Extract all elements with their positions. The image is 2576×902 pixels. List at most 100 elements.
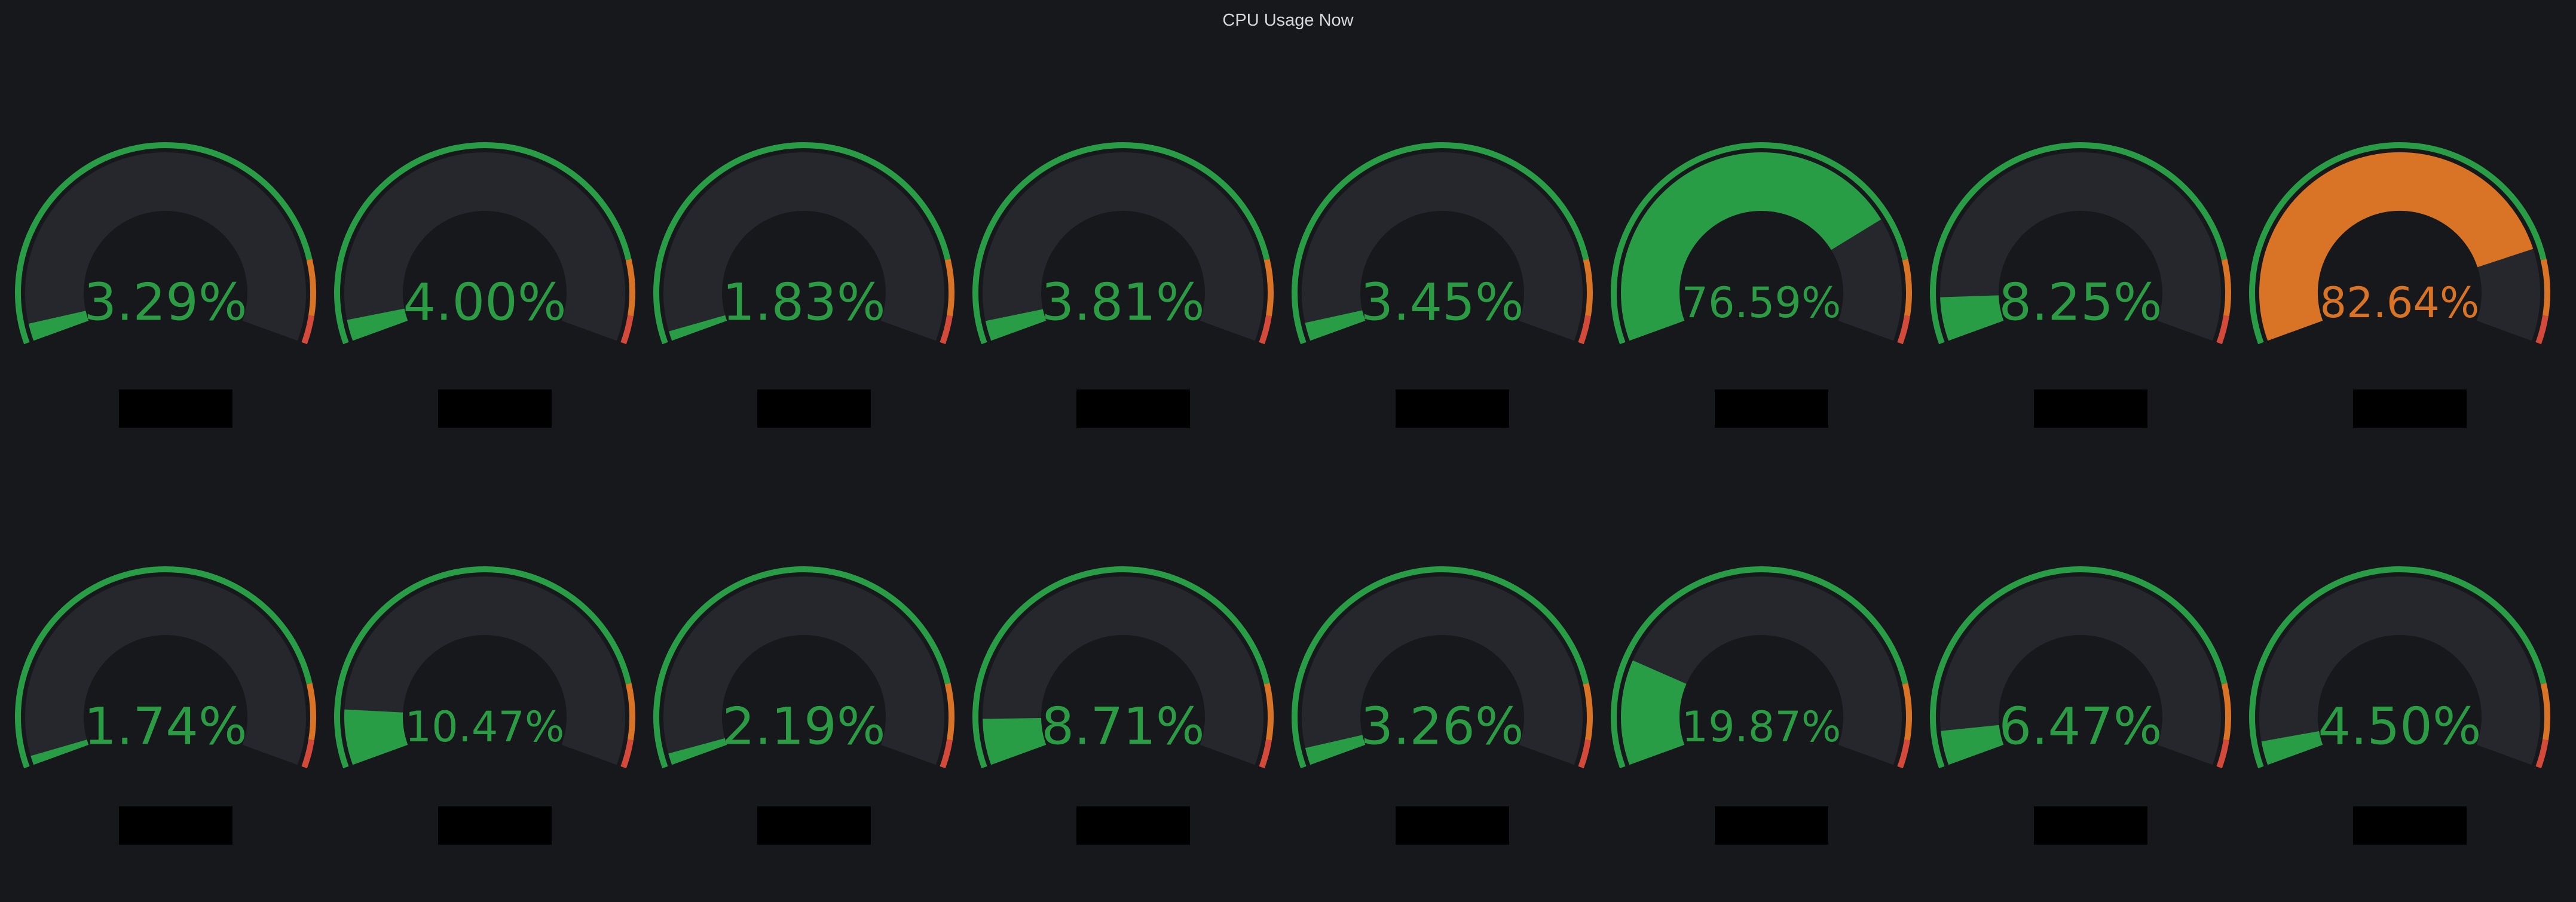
threshold-warn-arc — [1263, 259, 1274, 317]
gauge-value-text: 76.59% — [1682, 278, 1841, 327]
gauge-track — [25, 152, 306, 341]
threshold-ok-arc — [653, 566, 951, 769]
redacted-host-label — [1076, 389, 1190, 428]
threshold-critical-arc — [1897, 739, 1910, 769]
threshold-critical-arc — [2216, 739, 2229, 769]
cpu-gauge[interactable]: 3.29% — [6, 119, 325, 478]
cpu-gauge[interactable]: 4.00% — [325, 119, 644, 478]
gauge-value-arc — [2259, 152, 2534, 341]
threshold-ok-arc — [15, 566, 313, 769]
gauge-value-text: 19.87% — [1682, 702, 1841, 751]
gauge-value-text: 3.81% — [1041, 272, 1204, 332]
gauge-graphic: 76.59% — [1611, 142, 1912, 345]
threshold-critical-arc — [301, 315, 314, 345]
threshold-critical-arc — [1259, 739, 1272, 769]
threshold-ok-arc — [1930, 566, 2228, 769]
cpu-gauge[interactable]: 8.25% — [1921, 119, 2240, 478]
gauge-value-arc — [1305, 309, 1366, 341]
cpu-gauge[interactable]: 1.74% — [6, 544, 325, 902]
redacted-host-label — [1715, 389, 1828, 428]
threshold-warn-arc — [306, 683, 316, 741]
gauge-value-arc — [30, 739, 89, 765]
cpu-gauge[interactable]: 3.81% — [963, 119, 1283, 478]
threshold-critical-arc — [2535, 315, 2549, 345]
cpu-gauge[interactable]: 2.19% — [644, 544, 963, 902]
gauge-track — [1302, 152, 1583, 341]
cpu-gauge[interactable]: 3.45% — [1283, 119, 1602, 478]
threshold-warn-arc — [625, 259, 635, 317]
gauge-value-arc — [2261, 731, 2323, 765]
threshold-warn-arc — [2221, 683, 2231, 741]
redacted-host-label — [757, 806, 871, 845]
gauge-graphic: 10.47% — [334, 566, 635, 769]
gauge-track — [983, 152, 1263, 341]
gauge-value-text: 4.50% — [2318, 697, 2481, 756]
redacted-host-label — [1396, 389, 1509, 428]
threshold-critical-arc — [301, 739, 314, 769]
panel-title[interactable]: CPU Usage Now — [1222, 11, 1354, 30]
gauge-value-arc — [28, 310, 89, 341]
gauge-value-arc — [985, 308, 1047, 341]
cpu-gauge[interactable]: 8.71% — [963, 544, 1283, 902]
gauge-graphic: 2.19% — [653, 566, 954, 769]
cpu-gauge[interactable]: 10.47% — [325, 544, 644, 902]
threshold-ok-arc — [972, 566, 1270, 769]
cpu-gauge[interactable]: 3.26% — [1283, 544, 1602, 902]
gauge-value-arc — [983, 717, 1047, 765]
threshold-critical-arc — [1897, 315, 1910, 345]
gauge-graphic: 4.50% — [2249, 566, 2550, 769]
threshold-ok-arc — [1292, 142, 1589, 345]
gauge-value-text: 8.25% — [1999, 272, 2162, 332]
redacted-host-label — [438, 389, 552, 428]
redacted-host-label — [119, 806, 232, 845]
threshold-ok-arc — [334, 566, 632, 769]
redacted-host-label — [757, 389, 871, 428]
threshold-warn-arc — [2540, 259, 2550, 317]
threshold-warn-arc — [1902, 683, 1912, 741]
gauge-value-text: 8.71% — [1041, 697, 1204, 756]
threshold-warn-arc — [625, 683, 635, 741]
gauge-graphic: 1.83% — [653, 142, 954, 345]
gauge-value-text: 2.19% — [722, 697, 885, 756]
threshold-critical-arc — [2216, 315, 2229, 345]
threshold-critical-arc — [2535, 739, 2549, 769]
gauge-value-text: 6.47% — [1999, 697, 2162, 756]
gauge-graphic: 6.47% — [1930, 566, 2231, 769]
gauge-graphic: 3.29% — [15, 142, 316, 345]
threshold-warn-arc — [1902, 259, 1912, 317]
cpu-gauge[interactable]: 6.47% — [1921, 544, 2240, 902]
redacted-host-label — [2034, 806, 2147, 845]
cpu-gauge[interactable]: 1.83% — [644, 119, 963, 478]
gauge-value-arc — [347, 308, 408, 341]
threshold-ok-arc — [653, 142, 951, 345]
gauge-graphic: 8.25% — [1930, 142, 2231, 345]
cpu-gauge[interactable]: 82.64% — [2240, 119, 2559, 478]
threshold-critical-arc — [940, 315, 953, 345]
gauge-graphic: 3.81% — [972, 142, 1274, 345]
redacted-host-label — [1715, 806, 1828, 845]
threshold-warn-arc — [2540, 683, 2550, 741]
gauge-value-arc — [1941, 724, 2004, 765]
redacted-host-label — [438, 806, 552, 845]
cpu-gauge[interactable]: 19.87% — [1602, 544, 1921, 902]
threshold-warn-arc — [1263, 683, 1274, 741]
gauge-track — [344, 576, 625, 765]
threshold-critical-arc — [1578, 739, 1591, 769]
threshold-warn-arc — [944, 683, 954, 741]
threshold-ok-arc — [2249, 566, 2547, 769]
gauge-track — [1302, 576, 1583, 765]
redacted-host-label — [1076, 806, 1190, 845]
gauge-value-arc — [1621, 152, 1881, 341]
redacted-host-label — [1396, 806, 1509, 845]
gauge-value-arc — [669, 315, 727, 341]
gauge-graphic: 8.71% — [972, 566, 1274, 769]
gauge-track — [1940, 152, 2221, 341]
threshold-critical-arc — [1259, 315, 1272, 345]
gauge-value-text: 1.74% — [84, 697, 247, 756]
threshold-warn-arc — [1583, 683, 1593, 741]
cpu-gauge[interactable]: 76.59% — [1602, 119, 1921, 478]
threshold-ok-arc — [1292, 566, 1589, 769]
gauge-value-text: 1.83% — [722, 272, 885, 332]
cpu-gauge[interactable]: 4.50% — [2240, 544, 2559, 902]
